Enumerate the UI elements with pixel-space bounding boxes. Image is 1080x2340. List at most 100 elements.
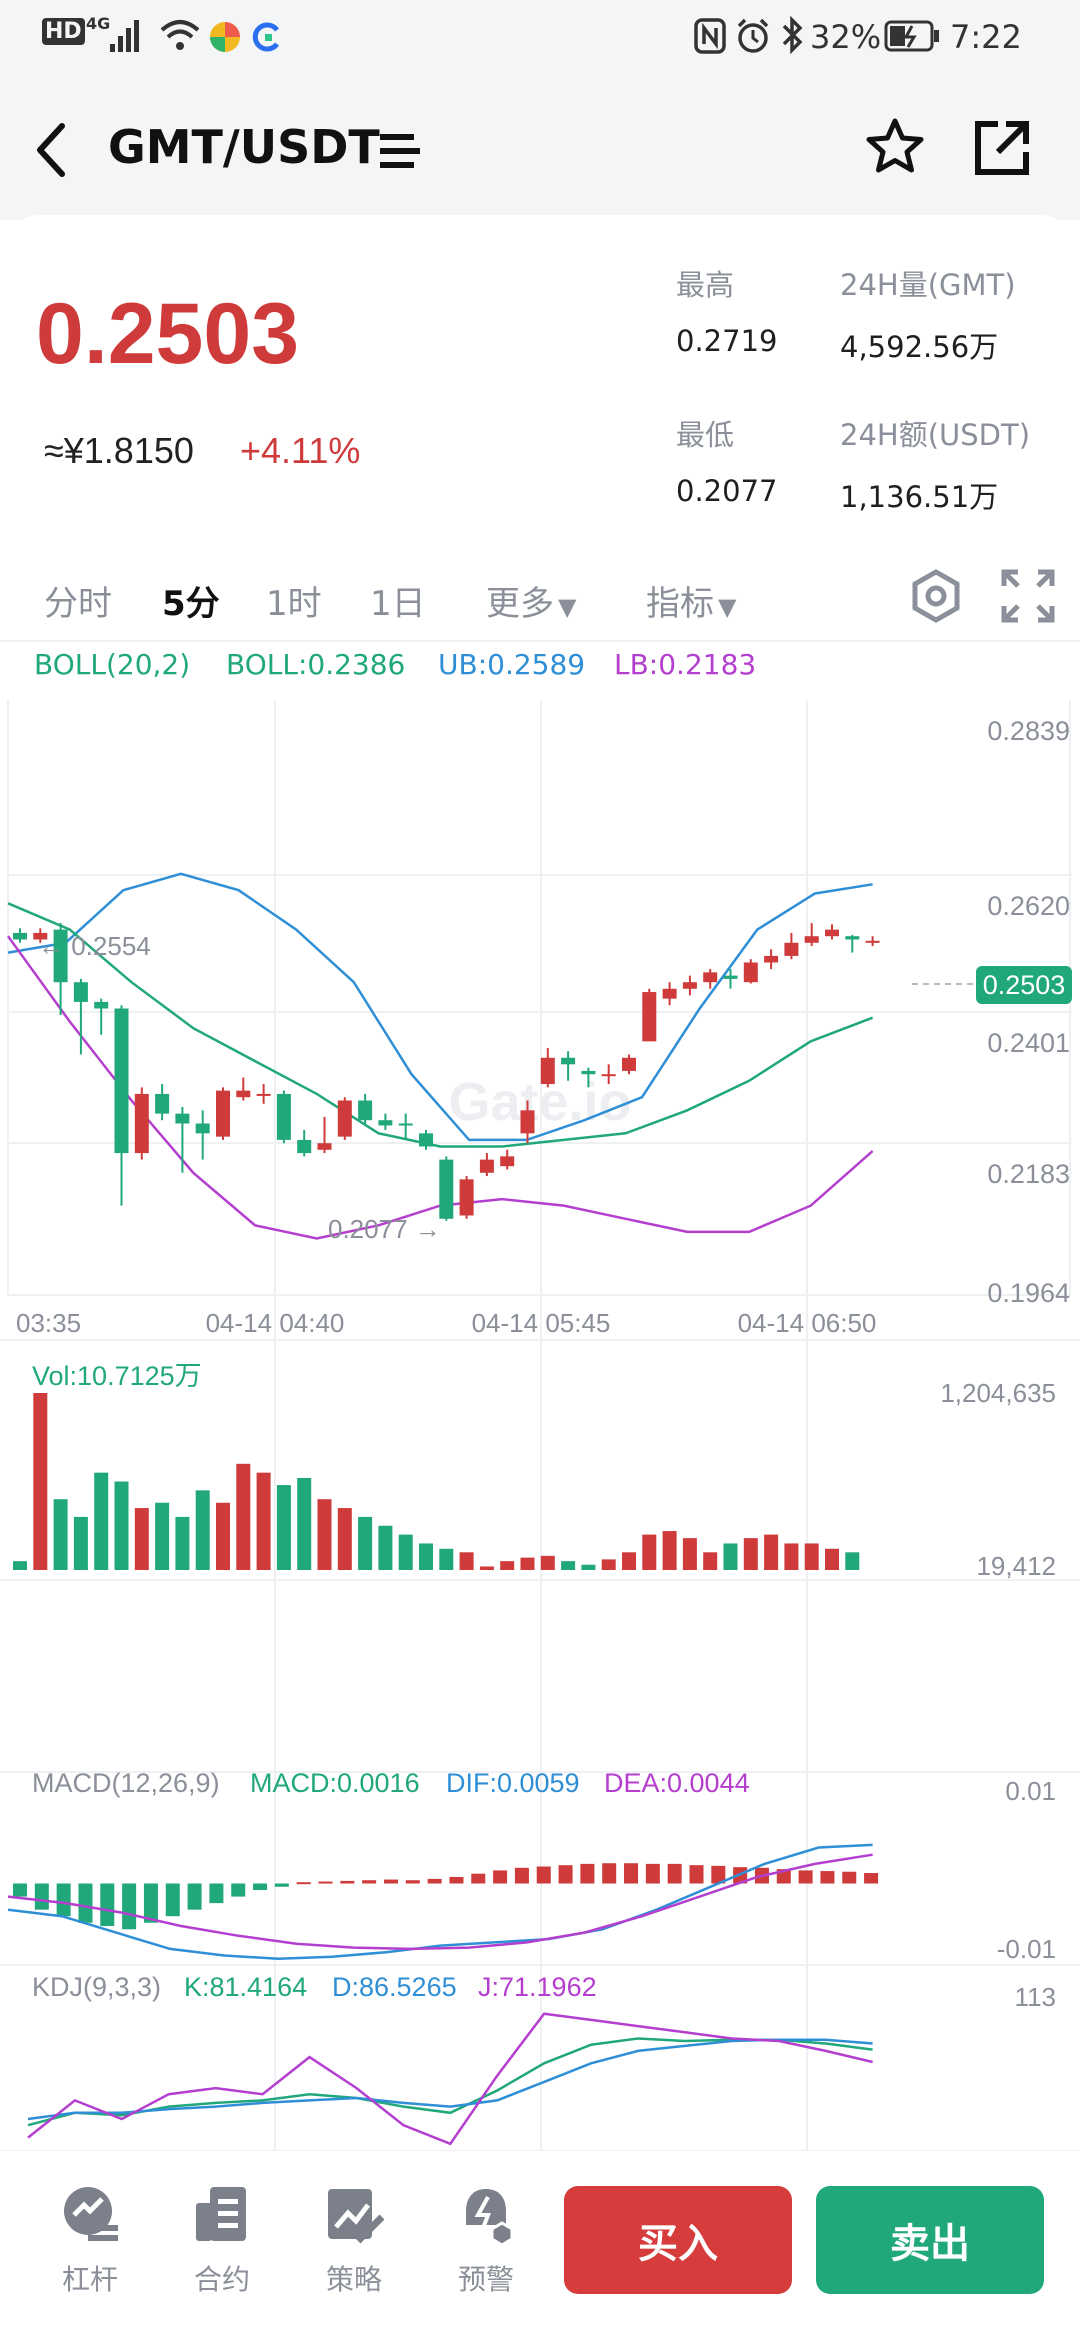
candle-body	[419, 1133, 433, 1147]
price-panel-frame	[7, 700, 1071, 1296]
candle-body	[317, 1143, 332, 1150]
chart-settings-icon[interactable]	[908, 568, 964, 624]
price-axis-label: 0.2620	[987, 891, 1070, 921]
volume-bar	[216, 1502, 230, 1570]
network-label: 4G	[86, 14, 111, 33]
fullscreen-icon[interactable]	[1000, 568, 1056, 624]
back-icon[interactable]	[32, 120, 72, 180]
macd-histogram-bar	[56, 1883, 71, 1917]
nav-alert[interactable]: 预警	[436, 2185, 536, 2298]
bluetooth-icon	[782, 16, 803, 55]
candle-body	[520, 1110, 535, 1134]
nav-leverage-label: 杠杆	[61, 2263, 118, 2296]
macd-value: MACD:0.0016	[250, 1768, 420, 1798]
volume-bar	[236, 1463, 251, 1570]
macd-histogram-bar	[122, 1883, 137, 1930]
wifi-icon	[160, 20, 200, 50]
volume-min-label: 19,412	[976, 1551, 1056, 1581]
volume-max-label: 1,204,635	[940, 1378, 1056, 1408]
nav-strategy-label: 策略	[325, 2263, 382, 2296]
candle-body	[845, 936, 860, 940]
tab-more[interactable]: 更多 ▼	[486, 576, 576, 625]
tab-time-share[interactable]: 分时	[44, 584, 112, 624]
candle-body	[622, 1057, 636, 1071]
kdj-j-value: J:71.1962	[478, 1972, 597, 2002]
volume-bar	[13, 1561, 27, 1570]
pair-menu-icon[interactable]	[378, 128, 422, 172]
buy-button[interactable]: 买入	[564, 2186, 792, 2294]
candle-body	[337, 1100, 352, 1137]
volume-bar	[622, 1552, 636, 1570]
high-label: 最高	[676, 268, 735, 302]
low-label: 最低	[676, 418, 735, 452]
pair-title[interactable]: GMT/USDT	[108, 120, 380, 174]
volume-bar	[337, 1508, 352, 1570]
candle-body	[195, 1123, 210, 1134]
nav-strategy[interactable]: 策略	[304, 2185, 404, 2298]
volume-bar	[94, 1472, 109, 1570]
macd-histogram-bar	[405, 1880, 420, 1884]
signal-icon	[110, 20, 139, 52]
volume-bar	[479, 1566, 494, 1570]
candle-body	[53, 929, 68, 983]
kline-chart[interactable]: Gate.io 0.2839 0.2620 0.2401 0.2183 0.19…	[0, 700, 1080, 2150]
candle-body	[662, 988, 677, 999]
volume-bar	[459, 1552, 474, 1570]
macd-histogram-bar	[209, 1883, 224, 1904]
volume-bar	[398, 1534, 413, 1570]
volume-bar	[703, 1552, 718, 1570]
tab-5min[interactable]: 5分	[162, 584, 220, 624]
macd-histogram-bar	[78, 1883, 93, 1923]
macd-histogram-bar	[536, 1866, 551, 1884]
volume-bar	[601, 1559, 616, 1570]
top-bar: GMT/USDT	[0, 80, 1080, 220]
volume-bar	[53, 1499, 68, 1570]
candle-body	[825, 929, 839, 937]
candle-body	[134, 1093, 149, 1154]
time-axis-label: 04-14 05:45	[472, 1308, 611, 1338]
candle-body	[256, 1093, 271, 1096]
battery-percent: 32%	[810, 18, 882, 56]
candle-body	[540, 1057, 555, 1085]
tabs-divider	[0, 640, 1080, 642]
candle-body	[94, 1001, 109, 1009]
dea-value: DEA:0.0044	[604, 1768, 750, 1798]
kdj-j-line	[27, 2012, 873, 2146]
volume-bar	[764, 1534, 779, 1570]
boll-name: BOLL(20,2)	[34, 648, 191, 681]
candle-body	[500, 1156, 515, 1167]
macd-histogram-bar	[667, 1863, 682, 1884]
volume-bar	[114, 1481, 129, 1570]
tab-1hour[interactable]: 1时	[266, 584, 322, 624]
volume-bar	[682, 1538, 697, 1570]
volume-bar	[642, 1534, 657, 1570]
macd-max-label: 0.01	[1005, 1776, 1056, 1806]
macd-dea-line	[7, 1853, 873, 1951]
sell-button[interactable]: 卖出	[816, 2186, 1044, 2294]
time-axis-label: 04-14 06:50	[738, 1308, 877, 1338]
macd-dif-line	[7, 1843, 873, 1960]
candle-body	[155, 1093, 170, 1114]
current-price-tag: 0.2503	[983, 970, 1066, 1000]
candle-body	[764, 955, 779, 963]
nav-leverage[interactable]: 杠杆	[40, 2185, 140, 2298]
candle-body	[703, 972, 718, 983]
macd-histogram-bar	[493, 1870, 508, 1884]
tab-indicators[interactable]: 指标 ▼	[646, 576, 736, 625]
share-icon[interactable]	[972, 118, 1032, 178]
hd-badge: HD	[42, 18, 85, 45]
amount-24h-value: 1,136.51万	[840, 480, 999, 514]
tab-1day[interactable]: 1日	[370, 584, 426, 624]
volume-bar	[297, 1477, 312, 1570]
volume-bar	[276, 1485, 291, 1570]
volume-bar	[155, 1502, 170, 1570]
volume-bar	[581, 1564, 596, 1570]
macd-histogram-bar	[296, 1882, 311, 1885]
candle-body	[358, 1100, 373, 1121]
price-axis-label: 0.2839	[987, 716, 1070, 746]
macd-histogram-bar	[231, 1883, 246, 1897]
candle-body	[682, 982, 697, 989]
candle-body	[804, 936, 819, 943]
favorite-star-icon[interactable]	[864, 116, 926, 178]
nav-contract[interactable]: 合约	[172, 2185, 272, 2298]
